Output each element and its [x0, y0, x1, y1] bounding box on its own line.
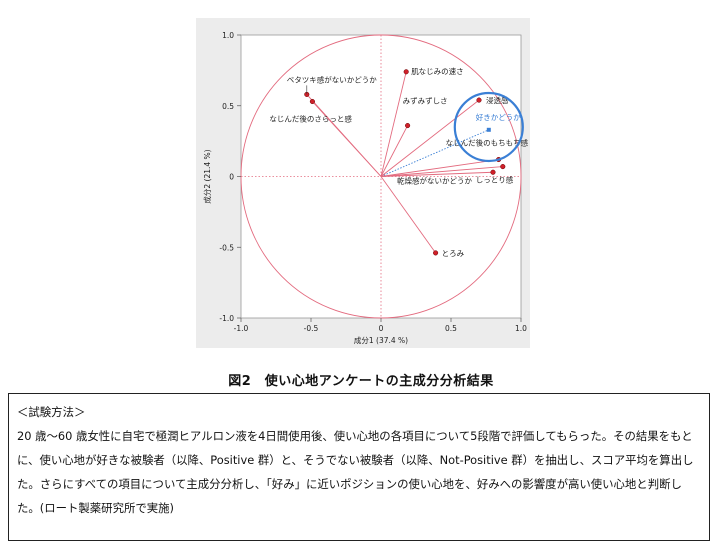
y-tick-label-2: 0: [229, 173, 234, 182]
y-tick-label-4: -1.0: [219, 314, 234, 323]
loading-vector-5: [380, 159, 499, 177]
point-label-0: ベタツキ感がないかどうか: [287, 74, 377, 84]
point-label-8: とろみ: [442, 249, 465, 258]
highlight-circle: [453, 91, 524, 163]
loading-point-8: [433, 250, 439, 256]
loading-vector-6: [380, 171, 494, 177]
y-tick-label-3: -0.5: [219, 243, 234, 252]
point-label-3: みずみずしさ: [403, 96, 448, 106]
point-label-2: 肌なじみの速さ: [411, 67, 464, 76]
loading-vector-3: [380, 125, 408, 177]
point-label-5: なじんだ後のもちもち感: [446, 138, 529, 148]
method-heading: ＜試験方法＞: [17, 405, 86, 419]
loading-vector-8: [380, 176, 436, 254]
point-label-7: しっとり感: [476, 175, 514, 185]
loading-point-2: [403, 69, 409, 75]
loading-vector-2: [380, 71, 407, 177]
y-tick-label-0: 1.0: [222, 31, 234, 40]
pca-chart: ベタツキ感がないかどうかなじんだ後のさらっと感 肌なじみの速さみずみずしさ 浸透感な…: [196, 18, 530, 348]
figure-caption: 図2 使い心地アンケートの主成分分析結果: [228, 374, 494, 389]
method-body: 20 歳～60 歳女性に自宅で極潤ヒアルロン液を4日間使用後、使い心地の各項目に…: [17, 429, 694, 515]
loading-point-1: [309, 98, 315, 105]
point-label-1: なじんだ後のさらっと感: [269, 114, 352, 124]
y-tick-label-1: 0.5: [222, 102, 234, 111]
y-axis-label: 成分2 (21.4 %): [202, 149, 212, 203]
loading-point-6: [490, 169, 496, 175]
x-tick-label-2: 0: [379, 324, 384, 333]
loading-point-7: [500, 164, 506, 170]
loading-vector-7: [380, 166, 503, 177]
method-box: ＜試験方法＞ 20 歳～60 歳女性に自宅で極潤ヒアルロン液を4日間使用後、使い…: [8, 393, 710, 541]
point-label-6: 乾燥感がないかどうか: [397, 175, 472, 185]
highlight-point: [486, 127, 491, 132]
highlight-label: 好きかどうか: [476, 112, 521, 122]
loading-point-3: [405, 123, 411, 129]
x-tick-label-1: -0.5: [304, 324, 319, 333]
x-tick-label-0: -1.0: [234, 324, 249, 333]
x-tick-label-4: 1.0: [515, 324, 527, 333]
x-axis-label: 成分1 (37.4 %): [354, 335, 408, 345]
x-tick-label-3: 0.5: [445, 324, 457, 333]
point-label-4: 浸透感: [486, 95, 509, 105]
loading-point-4: [476, 97, 482, 103]
loading-vector-4: [380, 99, 480, 177]
loading-vector-1: [312, 101, 382, 177]
